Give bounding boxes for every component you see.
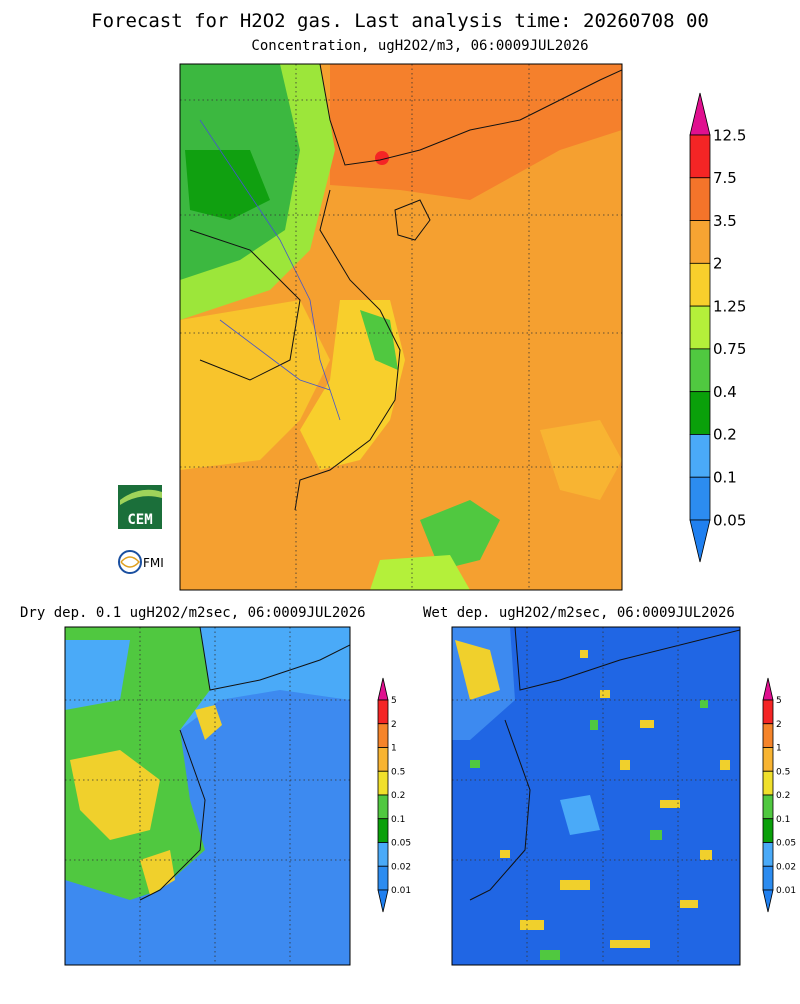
legend-swatch bbox=[762, 794, 774, 820]
legend-label: 0.05 bbox=[713, 511, 746, 529]
legend-label: 0.2 bbox=[713, 426, 737, 444]
legend-arrow bbox=[377, 677, 389, 701]
legend-label: 1 bbox=[391, 744, 397, 754]
legend-swatch bbox=[689, 262, 711, 307]
panel-title: Wet dep. ugH2O2/m2sec, 06:0009JUL2026 bbox=[423, 605, 735, 621]
legend-swatch bbox=[377, 723, 389, 748]
legend-label: 2 bbox=[776, 720, 782, 730]
legend-label: 7.5 bbox=[713, 169, 737, 187]
map-frame bbox=[179, 63, 623, 591]
legend-label: 2 bbox=[713, 255, 723, 273]
concentration-map bbox=[180, 64, 622, 590]
legend-swatch bbox=[689, 177, 711, 221]
legend-label: 3.5 bbox=[713, 212, 737, 230]
legend-swatch bbox=[689, 434, 711, 478]
legend-swatch bbox=[762, 842, 774, 867]
legend-label: 0.1 bbox=[713, 468, 737, 486]
legend-arrow bbox=[689, 519, 711, 563]
legend-arrow bbox=[762, 889, 774, 913]
legend-swatch bbox=[762, 770, 774, 796]
legend-arrow bbox=[689, 92, 711, 136]
legend-swatch bbox=[762, 747, 774, 772]
legend-label: 0.05 bbox=[776, 839, 796, 849]
legend-label: 5 bbox=[391, 696, 397, 706]
legend-label: 0.02 bbox=[391, 862, 411, 872]
legend-swatch bbox=[689, 220, 711, 264]
legend-label: 0.75 bbox=[713, 340, 746, 358]
legend-label: 2 bbox=[391, 720, 397, 730]
legend-swatch bbox=[377, 818, 389, 843]
legend-swatch bbox=[689, 305, 711, 350]
legend-swatch bbox=[377, 794, 389, 820]
legend-label: 0.2 bbox=[776, 791, 790, 801]
legend-swatch bbox=[377, 842, 389, 867]
legend-arrow bbox=[377, 889, 389, 913]
legend-label: 0.1 bbox=[776, 815, 790, 825]
figure-title: Forecast for H2O2 gas. Last analysis tim… bbox=[91, 10, 709, 32]
legend-label: 5 bbox=[776, 696, 782, 706]
legend-label: 0.5 bbox=[776, 767, 790, 777]
legend-swatch bbox=[689, 476, 711, 521]
cem-logo: CEM bbox=[118, 485, 162, 529]
legend-swatch bbox=[689, 348, 711, 393]
legend-swatch bbox=[762, 865, 774, 891]
logo-text: CEM bbox=[127, 512, 152, 528]
fmi-logo: FMI bbox=[118, 550, 164, 574]
legend-swatch bbox=[377, 865, 389, 891]
dry-deposition-map bbox=[65, 627, 350, 965]
legend-swatch bbox=[762, 818, 774, 843]
legend-swatch bbox=[762, 723, 774, 748]
legend-swatch bbox=[762, 699, 774, 725]
legend-label: 0.01 bbox=[776, 886, 796, 896]
logo-text: FMI bbox=[143, 556, 164, 570]
legend-swatch bbox=[689, 391, 711, 435]
legend-swatch bbox=[377, 747, 389, 772]
legend-label: 0.01 bbox=[391, 886, 411, 896]
panel-title: Dry dep. 0.1 ugH2O2/m2sec, 06:0009JUL202… bbox=[20, 605, 366, 621]
legend-label: 12.5 bbox=[713, 126, 746, 144]
legend-swatch bbox=[377, 699, 389, 725]
map-frame bbox=[64, 626, 351, 966]
legend-label: 0.02 bbox=[776, 862, 796, 872]
legend-swatch bbox=[377, 770, 389, 796]
legend-label: 0.05 bbox=[391, 839, 411, 849]
legend-label: 0.1 bbox=[391, 815, 405, 825]
legend-label: 1 bbox=[776, 744, 782, 754]
legend-label: 0.4 bbox=[713, 383, 737, 401]
map-frame bbox=[451, 626, 741, 966]
legend-label: 1.25 bbox=[713, 297, 746, 315]
wet-deposition-map bbox=[452, 627, 740, 965]
panel-title: Concentration, ugH2O2/m3, 06:0009JUL2026 bbox=[251, 38, 588, 54]
legend-swatch bbox=[689, 134, 711, 179]
legend-arrow bbox=[762, 677, 774, 701]
legend-label: 0.5 bbox=[391, 767, 405, 777]
legend-label: 0.2 bbox=[391, 791, 405, 801]
